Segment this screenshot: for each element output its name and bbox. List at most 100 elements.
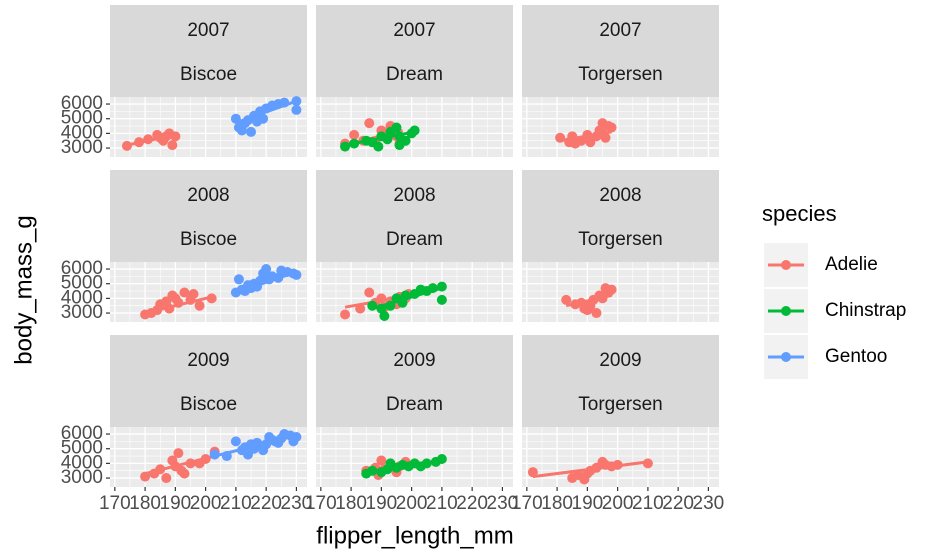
- strip-island: Torgersen: [578, 64, 663, 85]
- point: [527, 467, 538, 478]
- panel-background: [522, 427, 719, 487]
- strip: [522, 335, 719, 427]
- x-tick-label: 200: [396, 493, 428, 514]
- fit-line: [532, 460, 649, 479]
- fit-line: [214, 434, 297, 458]
- fit-line: [559, 130, 612, 143]
- panel-background: [522, 262, 719, 322]
- fit-line: [366, 458, 443, 474]
- y-tick-label: 6000: [61, 423, 103, 444]
- legend-label: Chinstrap: [825, 300, 906, 321]
- strip-island: Biscoe: [180, 394, 237, 415]
- point: [291, 269, 302, 280]
- x-tick-label: 170: [511, 493, 543, 514]
- x-tick-label: 210: [220, 493, 252, 514]
- legend-title: species: [762, 201, 837, 226]
- point: [376, 455, 387, 466]
- point: [394, 140, 405, 151]
- strip-year: 2008: [187, 185, 229, 206]
- legend-point: [781, 260, 791, 270]
- point: [194, 300, 205, 311]
- strip-island: Biscoe: [180, 64, 237, 85]
- strip-year: 2007: [187, 20, 229, 41]
- strip: [110, 335, 307, 427]
- strip-island: Torgersen: [578, 394, 663, 415]
- point: [233, 274, 244, 285]
- point: [291, 104, 302, 115]
- y-tick-label: 5000: [61, 273, 103, 294]
- point: [379, 310, 390, 321]
- strip: [316, 5, 513, 97]
- strip-year: 2009: [599, 350, 641, 371]
- point: [246, 126, 257, 137]
- legend-point: [781, 352, 791, 362]
- y-axis-label: body_mass_g: [10, 215, 37, 364]
- strip-island: Dream: [386, 64, 443, 85]
- strip-year: 2008: [393, 185, 435, 206]
- y-tick-label: 4000: [61, 287, 103, 308]
- legend-label: Gentoo: [825, 346, 887, 367]
- point: [606, 122, 617, 133]
- x-tick-label: 180: [541, 493, 573, 514]
- fit-line: [344, 130, 415, 147]
- x-tick-label: 200: [190, 493, 222, 514]
- point: [349, 129, 360, 140]
- point: [591, 308, 602, 319]
- y-tick-label: 3000: [61, 302, 103, 323]
- strip-year: 2007: [599, 20, 641, 41]
- strip: [522, 5, 719, 97]
- strip-year: 2009: [187, 350, 229, 371]
- legend-label: Adelie: [825, 254, 878, 275]
- y-tick-label: 5000: [61, 108, 103, 129]
- point: [364, 287, 375, 298]
- x-tick-label: 220: [456, 493, 488, 514]
- strip-island: Dream: [386, 229, 443, 250]
- point: [179, 468, 190, 479]
- panel-background: [522, 97, 719, 157]
- fit-line: [371, 286, 443, 311]
- strip-island: Biscoe: [180, 229, 237, 250]
- point: [606, 284, 617, 295]
- panel-background: [316, 427, 513, 487]
- strip: [316, 335, 513, 427]
- strip: [110, 5, 307, 97]
- x-tick-label: 180: [335, 493, 367, 514]
- x-tick-label: 180: [129, 493, 161, 514]
- y-tick-label: 3000: [61, 467, 103, 488]
- strip: [110, 170, 307, 262]
- x-axis-label: flipper_length_mm: [316, 522, 513, 549]
- y-tick-label: 4000: [61, 452, 103, 473]
- x-tick-label: 210: [426, 493, 458, 514]
- x-tick-label: 170: [305, 493, 337, 514]
- point: [179, 287, 190, 298]
- point: [173, 448, 184, 459]
- y-tick-label: 5000: [61, 438, 103, 459]
- point: [340, 309, 351, 320]
- point: [288, 436, 299, 447]
- strip-island: Torgersen: [578, 229, 663, 250]
- point: [261, 264, 272, 275]
- x-tick-label: 230: [487, 493, 519, 514]
- x-tick-label: 220: [662, 493, 694, 514]
- point: [561, 294, 572, 305]
- y-tick-label: 3000: [61, 137, 103, 158]
- y-tick-label: 6000: [61, 93, 103, 114]
- fit-line: [144, 454, 216, 476]
- x-tick-label: 190: [366, 493, 398, 514]
- x-tick-label: 220: [250, 493, 282, 514]
- strip: [316, 170, 513, 262]
- fit-line: [565, 293, 612, 308]
- point: [373, 141, 384, 152]
- strip-year: 2009: [393, 350, 435, 371]
- point: [167, 140, 178, 151]
- y-tick-label: 4000: [61, 122, 103, 143]
- strip: [522, 170, 719, 262]
- fit-line: [238, 99, 297, 124]
- y-tick-label: 6000: [61, 258, 103, 279]
- x-tick-label: 170: [99, 493, 131, 514]
- x-tick-label: 210: [632, 493, 664, 514]
- fit-line: [144, 295, 213, 315]
- x-tick-label: 190: [160, 493, 192, 514]
- legend-point: [781, 306, 791, 316]
